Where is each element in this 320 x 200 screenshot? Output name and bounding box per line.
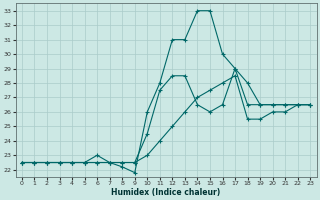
X-axis label: Humidex (Indice chaleur): Humidex (Indice chaleur) (111, 188, 221, 197)
